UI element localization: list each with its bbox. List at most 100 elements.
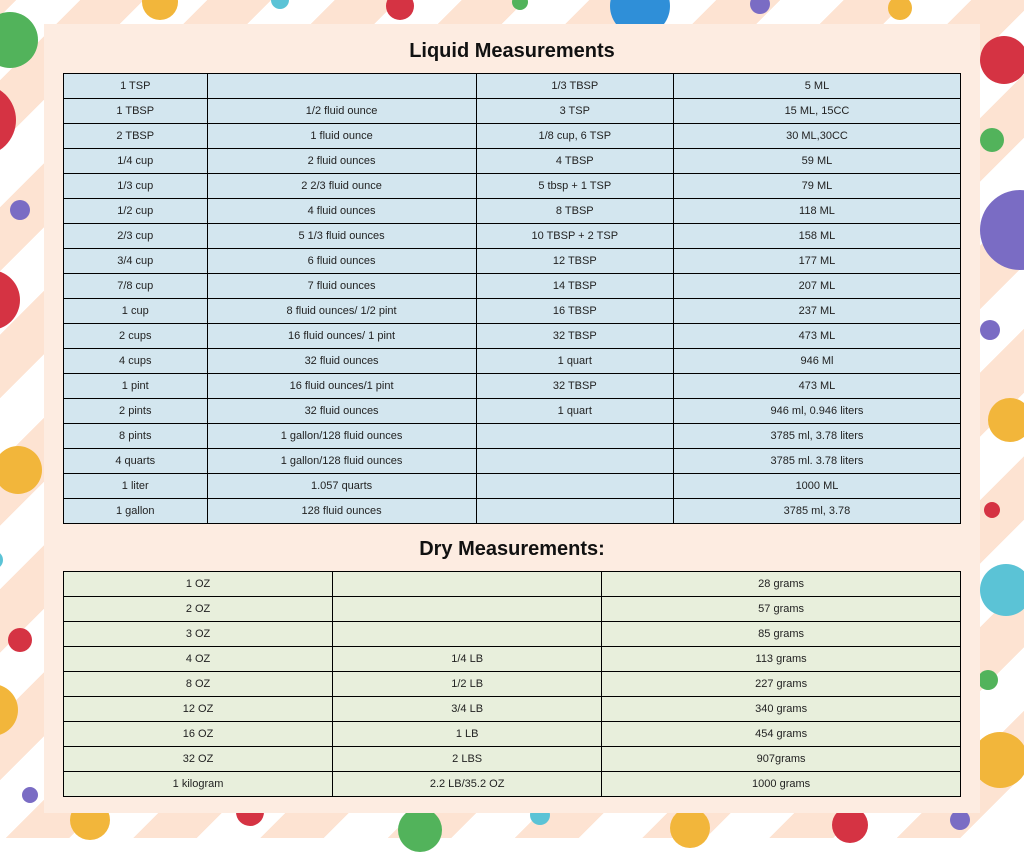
table-cell: 128 fluid ounces <box>207 499 476 524</box>
table-cell: 2 pints <box>64 399 208 424</box>
table-cell: 113 grams <box>602 647 961 672</box>
table-cell: 207 ML <box>673 274 960 299</box>
table-cell: 8 TBSP <box>476 199 673 224</box>
table-cell: 1 TSP <box>64 74 208 99</box>
table-cell: 30 ML,30CC <box>673 124 960 149</box>
table-cell: 16 TBSP <box>476 299 673 324</box>
table-cell: 1 gallon/128 fluid ounces <box>207 424 476 449</box>
table-row: 1 TBSP1/2 fluid ounce3 TSP15 ML, 15CC <box>64 99 961 124</box>
table-cell <box>476 474 673 499</box>
table-cell: 227 grams <box>602 672 961 697</box>
table-cell: 2 2/3 fluid ounce <box>207 174 476 199</box>
decor-dot <box>0 551 3 569</box>
table-cell: 1 TBSP <box>64 99 208 124</box>
table-cell: 12 TBSP <box>476 249 673 274</box>
table-row: 1/4 cup2 fluid ounces4 TBSP59 ML <box>64 149 961 174</box>
table-row: 1 cup8 fluid ounces/ 1/2 pint16 TBSP237 … <box>64 299 961 324</box>
table-cell: 32 TBSP <box>476 324 673 349</box>
table-cell: 4 OZ <box>64 647 333 672</box>
table-cell: 2 OZ <box>64 597 333 622</box>
dry-measurements-table: 1 OZ28 grams2 OZ57 grams3 OZ85 grams4 OZ… <box>63 571 961 797</box>
table-cell <box>207 74 476 99</box>
table-row: 1 liter1.057 quarts1000 ML <box>64 474 961 499</box>
table-row: 2 OZ57 grams <box>64 597 961 622</box>
table-cell: 5 ML <box>673 74 960 99</box>
table-cell: 3/4 cup <box>64 249 208 274</box>
decor-dot <box>0 684 18 736</box>
table-cell: 473 ML <box>673 324 960 349</box>
table-row: 1 gallon128 fluid ounces3785 ml, 3.78 <box>64 499 961 524</box>
table-cell: 1/3 cup <box>64 174 208 199</box>
table-cell: 1/2 LB <box>333 672 602 697</box>
table-cell: 79 ML <box>673 174 960 199</box>
table-cell: 1000 grams <box>602 772 961 797</box>
decor-dot <box>980 320 1000 340</box>
table-row: 1/2 cup4 fluid ounces8 TBSP118 ML <box>64 199 961 224</box>
table-row: 1/3 cup2 2/3 fluid ounce5 tbsp + 1 TSP79… <box>64 174 961 199</box>
decor-dot <box>386 0 414 20</box>
table-cell: 946 ml, 0.946 liters <box>673 399 960 424</box>
decor-dot <box>984 502 1000 518</box>
table-cell: 946 Ml <box>673 349 960 374</box>
table-row: 7/8 cup7 fluid ounces14 TBSP207 ML <box>64 274 961 299</box>
table-cell: 4 cups <box>64 349 208 374</box>
table-cell: 1 cup <box>64 299 208 324</box>
table-cell: 7 fluid ounces <box>207 274 476 299</box>
decor-dot <box>888 0 912 20</box>
table-row: 2 TBSP1 fluid ounce1/8 cup, 6 TSP30 ML,3… <box>64 124 961 149</box>
table-row: 1 TSP 1/3 TBSP5 ML <box>64 74 961 99</box>
decor-dot <box>980 564 1024 616</box>
table-cell: 1/8 cup, 6 TSP <box>476 124 673 149</box>
table-cell <box>476 449 673 474</box>
decor-dot <box>950 810 970 830</box>
table-cell: 4 quarts <box>64 449 208 474</box>
table-cell: 85 grams <box>602 622 961 647</box>
table-row: 16 OZ1 LB454 grams <box>64 722 961 747</box>
decor-dot <box>142 0 178 20</box>
table-row: 8 pints1 gallon/128 fluid ounces3785 ml,… <box>64 424 961 449</box>
decor-dot <box>398 808 442 852</box>
decor-dot <box>750 0 770 14</box>
table-cell: 1000 ML <box>673 474 960 499</box>
table-cell: 1 OZ <box>64 572 333 597</box>
decor-dot <box>271 0 289 9</box>
table-cell: 1 quart <box>476 399 673 424</box>
table-cell: 1 pint <box>64 374 208 399</box>
table-cell: 16 OZ <box>64 722 333 747</box>
table-cell: 5 tbsp + 1 TSP <box>476 174 673 199</box>
table-cell: 1/2 fluid ounce <box>207 99 476 124</box>
decor-dot <box>10 200 30 220</box>
table-cell: 2 LBS <box>333 747 602 772</box>
decor-dot <box>22 787 38 803</box>
table-cell: 2/3 cup <box>64 224 208 249</box>
table-cell: 32 fluid ounces <box>207 399 476 424</box>
table-row: 3/4 cup6 fluid ounces12 TBSP177 ML <box>64 249 961 274</box>
table-row: 2 pints32 fluid ounces1 quart946 ml, 0.9… <box>64 399 961 424</box>
decor-dot <box>0 446 42 494</box>
page-background: Liquid Measurements 1 TSP1/3 TBSP5 ML1 T… <box>0 0 1024 838</box>
decor-dot <box>670 808 710 848</box>
table-cell: 1/3 TBSP <box>476 74 673 99</box>
table-cell <box>333 622 602 647</box>
table-cell: 3785 ml, 3.78 liters <box>673 424 960 449</box>
table-cell: 1 gallon/128 fluid ounces <box>207 449 476 474</box>
table-row: 4 quarts1 gallon/128 fluid ounces3785 ml… <box>64 449 961 474</box>
decor-dot <box>980 190 1024 270</box>
table-cell: 340 grams <box>602 697 961 722</box>
table-cell: 32 fluid ounces <box>207 349 476 374</box>
table-cell <box>333 572 602 597</box>
table-cell: 237 ML <box>673 299 960 324</box>
table-cell: 2.2 LB/35.2 OZ <box>333 772 602 797</box>
decor-dot <box>0 84 16 156</box>
table-cell: 2 TBSP <box>64 124 208 149</box>
dry-title: Dry Measurements: <box>44 538 980 561</box>
decor-dot <box>0 12 38 68</box>
table-cell <box>476 499 673 524</box>
table-cell: 3785 ml, 3.78 <box>673 499 960 524</box>
table-cell: 3 OZ <box>64 622 333 647</box>
table-cell: 4 TBSP <box>476 149 673 174</box>
table-cell: 16 fluid ounces/1 pint <box>207 374 476 399</box>
table-cell: 16 fluid ounces/ 1 pint <box>207 324 476 349</box>
table-cell: 1.057 quarts <box>207 474 476 499</box>
table-cell: 1 fluid ounce <box>207 124 476 149</box>
